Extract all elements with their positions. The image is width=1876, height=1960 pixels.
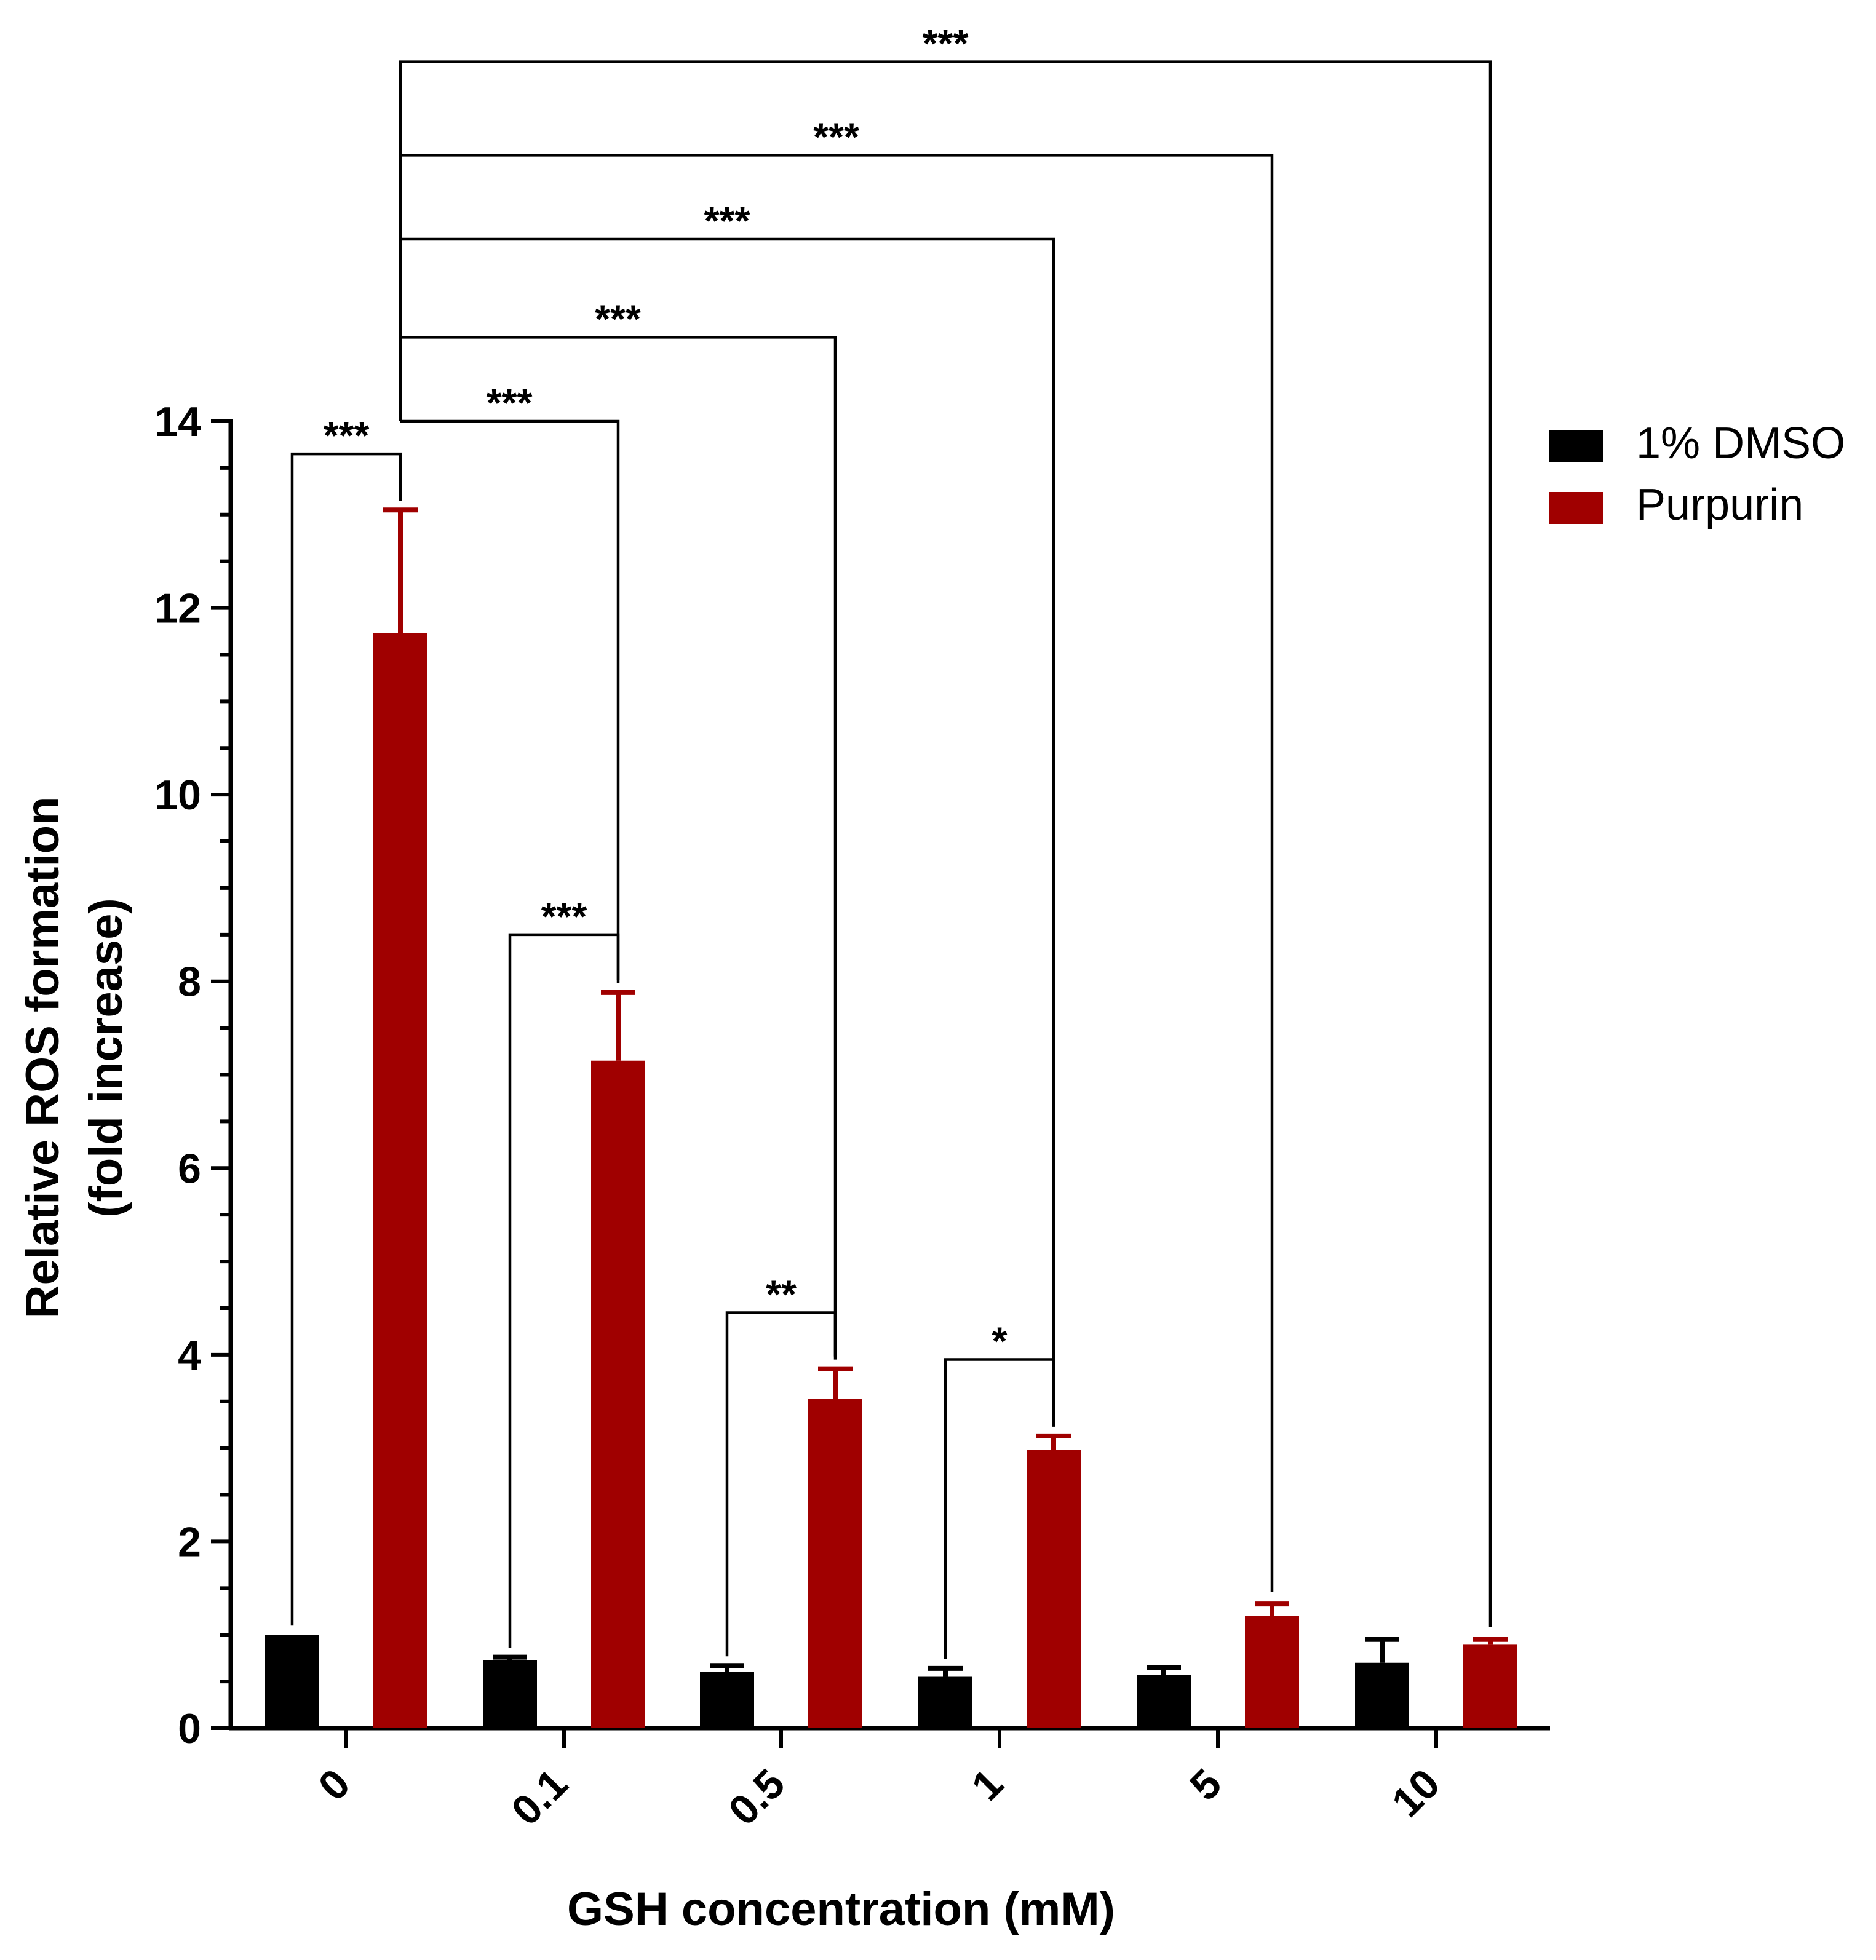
x-tick-label: 10 [1383, 1760, 1449, 1826]
significance-label: *** [923, 22, 969, 66]
axes: 0 2 4 6 8 10 12 14 0 0.1 0.5 1 5 10 GSH concentration … [17, 399, 1550, 1935]
y-tick-label: 4 [178, 1332, 201, 1379]
significance-label: *** [324, 413, 370, 458]
x-tick-label: 0 [309, 1760, 359, 1809]
bar-purpurin [1245, 1616, 1299, 1728]
bar-dmso [918, 1676, 972, 1728]
bar-dmso [483, 1660, 537, 1728]
bars [265, 507, 1517, 1728]
y-tick-label: 6 [178, 1145, 201, 1192]
legend-swatch [1549, 492, 1603, 524]
y-tick-label: 8 [178, 959, 201, 1006]
bar-dmso [700, 1672, 754, 1728]
y-tick-label: 2 [178, 1518, 201, 1565]
significance-bracket [399, 60, 1492, 1627]
bar-purpurin [373, 633, 427, 1728]
significance-label: *** [813, 114, 859, 159]
legend-label: Purpurin [1636, 480, 1803, 530]
bar-purpurin [591, 1060, 645, 1728]
bar-dmso [265, 1635, 319, 1728]
significance-label: * [992, 1319, 1008, 1363]
bar-purpurin [808, 1399, 862, 1728]
significance-label: *** [487, 381, 533, 425]
significance-bracket [400, 419, 620, 980]
x-axis-title: GSH concentration (mM) [567, 1883, 1115, 1935]
x-tick-label: 5 [1181, 1760, 1230, 1809]
significance-label: *** [595, 296, 641, 341]
legend-swatch [1549, 430, 1603, 462]
significance-label: *** [704, 199, 750, 243]
significance-brackets: ************************ [290, 22, 1492, 1659]
bar-purpurin [1463, 1644, 1517, 1728]
legend: 1% DMSO Purpurin [1549, 419, 1845, 530]
significance-label: ** [766, 1272, 797, 1317]
x-tick-label: 0.1 [503, 1760, 577, 1835]
y-axis-title-line2: (fold increase) [80, 898, 132, 1217]
bar-dmso [1137, 1675, 1191, 1728]
significance-bracket [290, 452, 402, 1626]
y-tick-label: 0 [178, 1705, 201, 1752]
x-tick-label: 1 [963, 1760, 1012, 1809]
y-tick-label: 14 [154, 399, 201, 445]
y-axis-title: Relative ROS formation [17, 797, 69, 1319]
y-tick-label: 10 [154, 772, 201, 819]
bar-purpurin [1027, 1450, 1081, 1728]
x-tick-label: 0.5 [720, 1760, 794, 1835]
significance-label: *** [541, 894, 587, 938]
y-tick-label: 12 [154, 585, 201, 632]
legend-label: 1% DMSO [1636, 419, 1845, 468]
bar-dmso [1355, 1662, 1409, 1728]
